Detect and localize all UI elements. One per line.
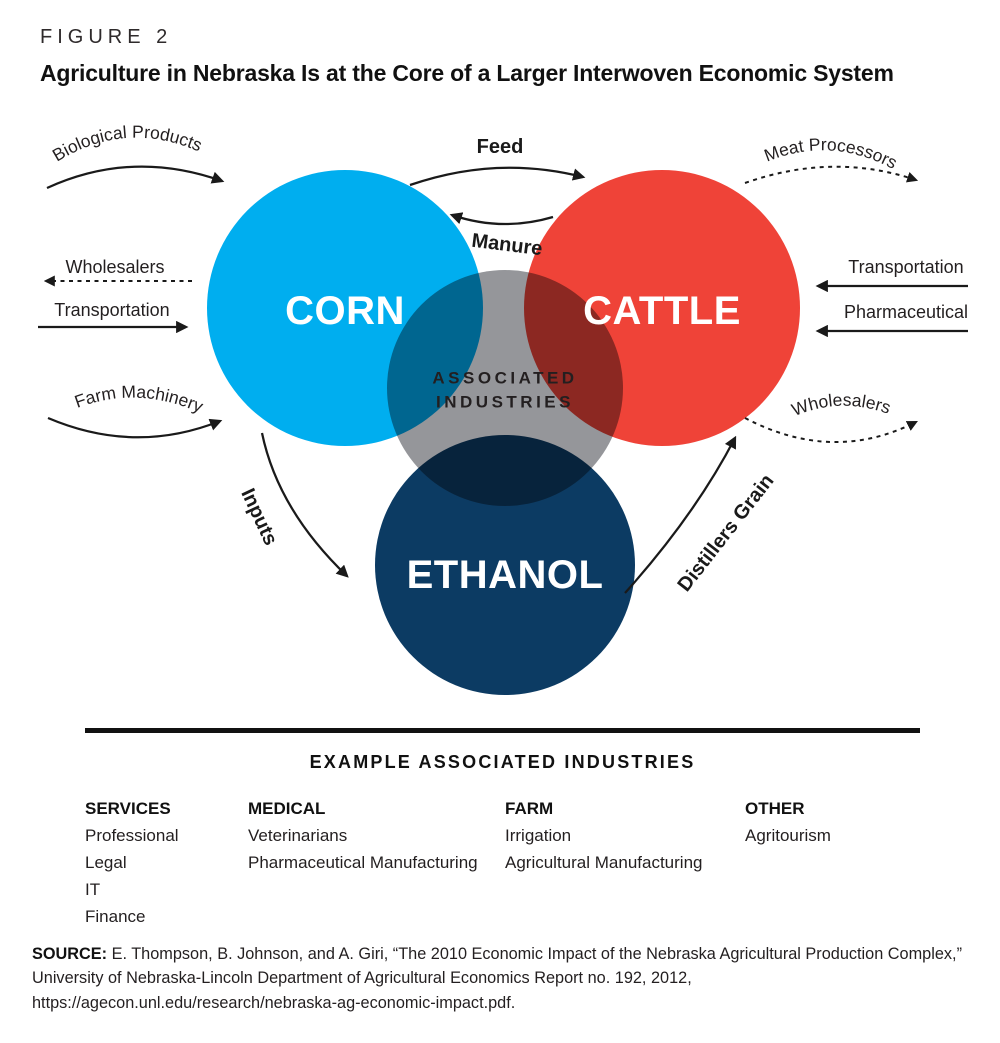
example-industries-heading: EXAMPLE ASSOCIATED INDUSTRIES xyxy=(309,752,696,772)
distillers-grain-label: Distillers Grain xyxy=(674,470,779,596)
manure-label: Manure xyxy=(470,230,543,261)
divider-rule xyxy=(85,728,920,733)
wholesalers-right-label: Wholesalers xyxy=(789,390,894,420)
circle-group xyxy=(207,170,800,695)
feed-arrow xyxy=(409,166,586,187)
column-header: SERVICES xyxy=(85,799,171,818)
corn-label: CORN xyxy=(285,289,405,333)
wholesalers-right-arrow xyxy=(744,417,918,443)
list-item: Irrigation xyxy=(505,826,572,845)
biological-products-arrow xyxy=(46,165,225,190)
list-item: IT xyxy=(85,880,101,899)
list-item: Agricultural Manufacturing xyxy=(505,853,703,872)
industries-column-farm: FARM Irrigation Agricultural Manufacturi… xyxy=(505,795,702,876)
figure-title: Agriculture in Nebraska Is at the Core o… xyxy=(40,60,894,86)
associated-industries-circle xyxy=(387,270,623,506)
list-item: Legal xyxy=(85,853,127,872)
venn-diagram: CORN CATTLE ETHANOL ASSOCIATED INDUSTRIE… xyxy=(38,122,968,695)
transportation-left-label: Transportation xyxy=(54,300,169,320)
industries-column-medical: MEDICAL Veterinarians Pharmaceutical Man… xyxy=(248,795,478,876)
figure-number: FIGURE 2 xyxy=(40,26,173,48)
ethanol-circle xyxy=(375,435,635,695)
column-header: FARM xyxy=(505,799,554,818)
source-note: SOURCE: E. Thompson, B. Johnson, and A. … xyxy=(32,942,984,1015)
industries-column-services: SERVICES Professional Legal IT Finance xyxy=(85,795,179,930)
cattle-label: CATTLE xyxy=(583,289,741,333)
manure-arrow xyxy=(449,212,554,226)
inputs-arrow xyxy=(260,432,349,578)
associated-industries-label-line1: ASSOCIATED xyxy=(432,369,577,388)
pharmaceutical-label: Pharmaceutical xyxy=(844,302,968,322)
column-header: MEDICAL xyxy=(248,799,326,818)
distillers-grain-arrow xyxy=(624,435,737,594)
industries-column-other: OTHER Agritourism xyxy=(745,795,831,849)
ethanol-label: ETHANOL xyxy=(407,553,604,597)
source-text: E. Thompson, B. Johnson, and A. Giri, “T… xyxy=(32,945,962,1012)
source-label: SOURCE: xyxy=(32,945,108,963)
biological-products-label: Biological Products xyxy=(49,122,206,166)
feed-label: Feed xyxy=(477,136,524,158)
farm-machinery-label: Farm Machinery xyxy=(72,382,207,417)
meat-processors-arrow xyxy=(744,165,919,184)
list-item: Pharmaceutical Manufacturing xyxy=(248,853,478,872)
inputs-label: Inputs xyxy=(236,485,281,549)
list-item: Veterinarians xyxy=(248,826,348,845)
list-item: Finance xyxy=(85,907,146,926)
wholesalers-left-label: Wholesalers xyxy=(65,257,164,277)
associated-industries-label-line2: INDUSTRIES xyxy=(436,393,574,412)
farm-machinery-arrow xyxy=(47,416,223,439)
list-item: Professional xyxy=(85,826,179,845)
transportation-right-label: Transportation xyxy=(848,257,963,277)
column-header: OTHER xyxy=(745,799,805,818)
list-item: Agritourism xyxy=(745,826,831,845)
